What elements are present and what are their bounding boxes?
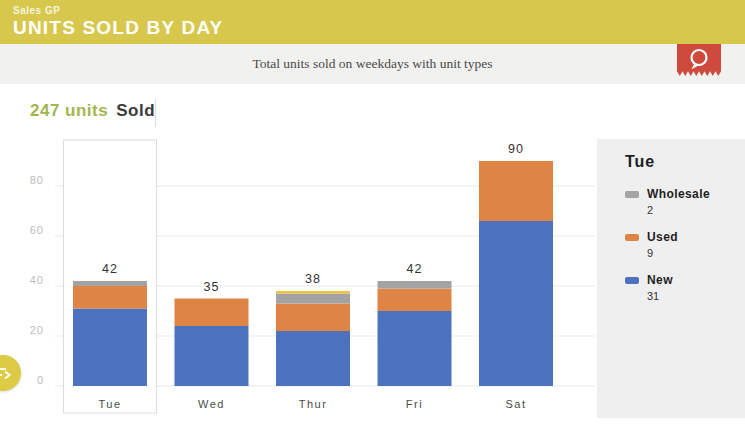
legend-item-new: New 31 [625,273,735,302]
svg-text:38: 38 [305,272,321,286]
svg-text:90: 90 [508,142,524,156]
svg-text:80: 80 [30,174,44,186]
subtitle-bar: Total units sold on weekdays with unit t… [0,44,745,84]
svg-text:Thur: Thur [299,398,328,410]
svg-text:40: 40 [30,274,44,286]
legend-label: Used [647,230,678,244]
wholesale-swatch-icon [625,191,639,198]
app-label: Sales GP [13,5,60,16]
legend-item-used: Used 9 [625,230,735,259]
summary-title: 247 units Sold [30,101,155,121]
used-swatch-icon [625,234,639,241]
legend-value: 9 [647,247,735,259]
svg-text:Wed: Wed [198,398,225,410]
legend-value: 31 [647,290,735,302]
svg-text:42: 42 [102,262,118,276]
svg-text:35: 35 [204,280,220,294]
svg-text:Tue: Tue [98,398,121,410]
app-header: Sales GP UNITS SOLD BY DAY [0,0,745,44]
summary-label: Sold [116,101,155,121]
legend-label: New [647,273,673,287]
summary-divider [155,99,156,127]
page-title: UNITS SOLD BY DAY [13,17,223,39]
svg-text:42: 42 [407,262,423,276]
chart-subtitle: Total units sold on weekdays with unit t… [252,56,492,72]
tooltip-panel-title: Tue [625,153,735,171]
legend-label: Wholesale [647,187,710,201]
legend-item-wholesale: Wholesale 2 [625,187,735,216]
svg-text:0: 0 [37,374,44,386]
tooltip-panel: Tue Wholesale 2 Used 9 New 31 [597,139,745,418]
svg-text:Sat: Sat [505,398,526,410]
chat-bubble-icon [677,44,721,76]
menu-arrow-icon [0,355,21,391]
bar-chart[interactable]: 0 20 40 60 80 42 Tue 35 Wed 38 Thur 42 Fri 90 Sat [0,130,600,422]
svg-text:20: 20 [30,324,44,336]
summary-value: 247 units [30,101,108,121]
comments-ribbon-button[interactable] [677,44,721,76]
svg-text:60: 60 [30,224,44,236]
svg-text:Fri: Fri [406,398,423,410]
new-swatch-icon [625,277,639,284]
menu-fab-button[interactable] [0,355,21,391]
legend-value: 2 [647,204,735,216]
